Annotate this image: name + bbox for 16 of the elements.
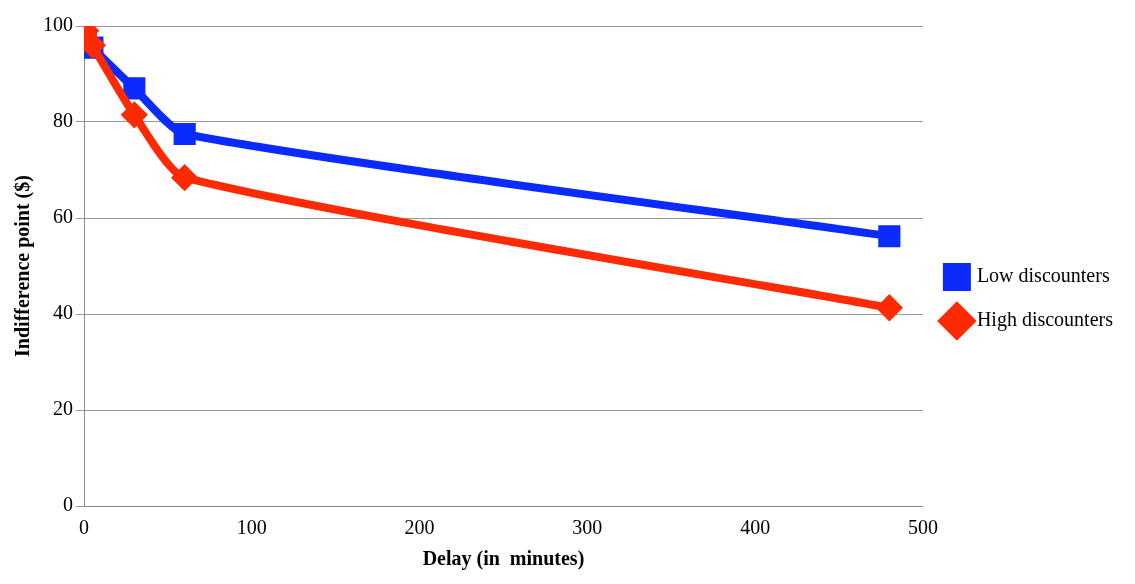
y-tick-label: 20 [53, 397, 73, 420]
x-tick-label: 500 [907, 516, 938, 539]
x-tick-label: 400 [740, 516, 771, 539]
x-tick-label: 100 [236, 516, 267, 539]
x-tick-label: 200 [404, 516, 435, 539]
legend-label: Low discounters [976, 264, 1110, 287]
y-tick-label: 40 [53, 301, 73, 324]
y-tick-label: 100 [43, 13, 73, 36]
x-axis-title: Delay (in minutes) [422, 547, 585, 571]
y-tick-label: 80 [53, 109, 73, 132]
x-tick-label: 300 [572, 516, 603, 539]
legend-label: High discounters [976, 308, 1114, 332]
x-tick-label: 0 [79, 516, 89, 539]
y-axis-title: Indifference point ($) [11, 175, 35, 357]
y-tick-label: 60 [53, 205, 73, 228]
y-tick-label: 0 [63, 493, 73, 516]
